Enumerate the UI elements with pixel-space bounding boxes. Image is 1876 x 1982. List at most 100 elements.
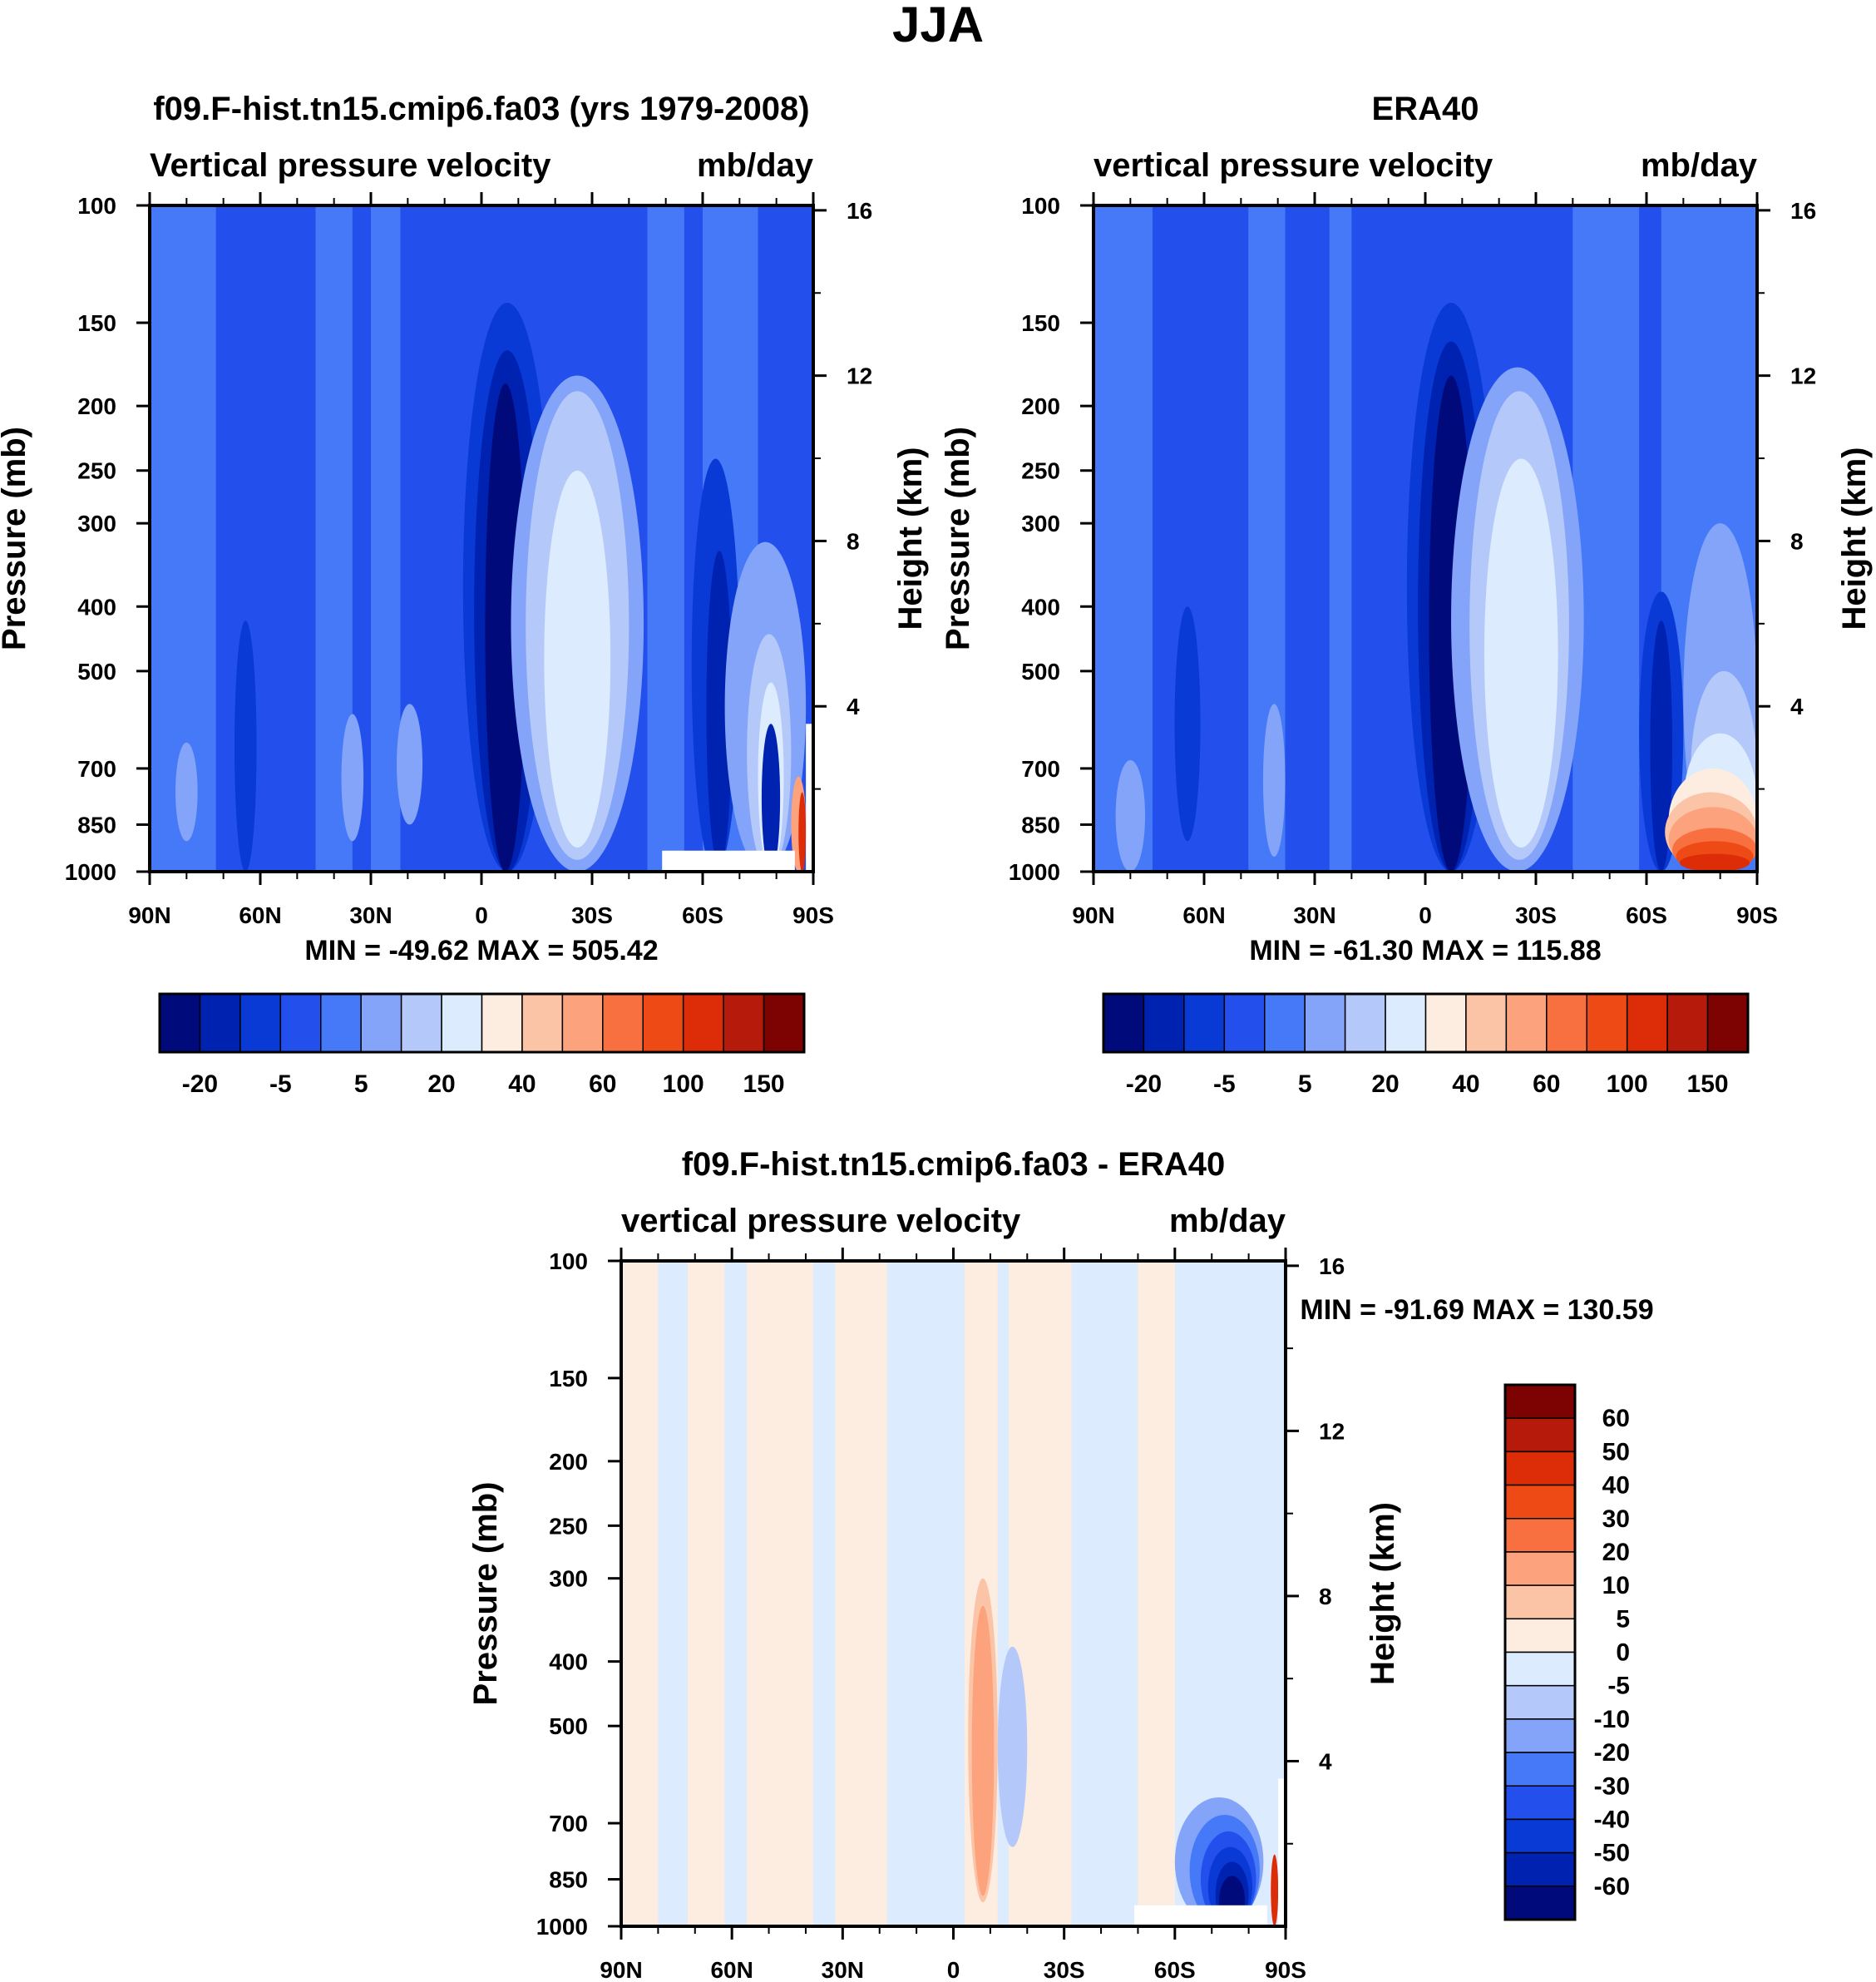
contour-region bbox=[234, 620, 257, 872]
contour-band bbox=[746, 1261, 813, 1926]
x-tick-label: 30S bbox=[571, 902, 613, 928]
contour-band bbox=[835, 1261, 887, 1926]
contour-region bbox=[1650, 620, 1673, 872]
colorbar-label: -5 bbox=[269, 1070, 292, 1098]
colorbar-label: 100 bbox=[663, 1070, 704, 1098]
colorbar-box bbox=[1504, 1818, 1576, 1854]
colorbar-label: 150 bbox=[743, 1070, 785, 1098]
colorbar-label: 20 bbox=[427, 1070, 455, 1098]
y-tick-label: 200 bbox=[549, 1449, 588, 1475]
y2-axis-label: Height (km) bbox=[892, 447, 929, 630]
colorbar-box bbox=[1666, 993, 1709, 1053]
x-tick-label: 90N bbox=[1072, 902, 1114, 928]
contour-region bbox=[341, 714, 364, 842]
y-tick-label: 250 bbox=[1021, 458, 1060, 484]
colorbar-label: 60 bbox=[1533, 1070, 1560, 1098]
colorbar-label: -60 bbox=[1594, 1873, 1630, 1900]
y2-axis-label: Height (km) bbox=[1365, 1502, 1401, 1685]
x-tick-label: 30S bbox=[1044, 1957, 1085, 1982]
colorbar-box bbox=[1504, 1851, 1576, 1887]
x-tick-label: 90N bbox=[128, 902, 170, 928]
contour-region bbox=[971, 1605, 995, 1896]
colorbar-box bbox=[360, 993, 402, 1053]
colorbar-box bbox=[521, 993, 564, 1053]
colorbar-box bbox=[682, 993, 724, 1053]
missing-data-mask bbox=[1134, 1905, 1267, 1926]
panel-left-label: vertical pressure velocity bbox=[621, 1203, 1021, 1239]
contour-region bbox=[1174, 606, 1201, 842]
contour-field bbox=[621, 1261, 1286, 1926]
y-tick-label: 250 bbox=[77, 458, 116, 484]
colorbar-frame bbox=[1503, 1383, 1577, 1921]
x-tick-label: 60S bbox=[682, 902, 723, 928]
colorbar-box bbox=[642, 993, 684, 1053]
colorbar-box bbox=[441, 993, 483, 1053]
colorbar-box bbox=[1504, 1584, 1576, 1620]
colorbar-box bbox=[1504, 1551, 1576, 1586]
contour-band bbox=[1329, 205, 1352, 872]
y-tick-label: 1000 bbox=[536, 1914, 588, 1940]
colorbar-label: 20 bbox=[1602, 1539, 1630, 1566]
colorbar: -20 -5 5 20 40 60 100 150 bbox=[1102, 992, 1750, 1098]
colorbar-box bbox=[239, 993, 282, 1053]
colorbar-label: 5 bbox=[354, 1070, 368, 1098]
y2-tick-label: 4 bbox=[1790, 694, 1804, 719]
y-tick-label: 100 bbox=[1021, 193, 1060, 219]
colorbar-label: -5 bbox=[1213, 1070, 1236, 1098]
colorbar-label: -5 bbox=[1607, 1673, 1630, 1700]
y-tick-label: 500 bbox=[77, 659, 116, 685]
colorbar-label: 100 bbox=[1607, 1070, 1648, 1098]
panel-left-label: vertical pressure velocity bbox=[1094, 147, 1493, 184]
panel-title: f09.F-hist.tn15.cmip6.fa03 (yrs 1979-200… bbox=[153, 91, 809, 127]
colorbar-label: 0 bbox=[1616, 1639, 1630, 1667]
x-tick-label: 60S bbox=[1154, 1957, 1196, 1982]
missing-data-mask bbox=[662, 850, 795, 872]
colorbar-box bbox=[1424, 993, 1467, 1053]
contour-band bbox=[1094, 205, 1153, 872]
x-tick-label: 90N bbox=[600, 1957, 642, 1982]
colorbar-box bbox=[1505, 993, 1548, 1053]
colorbar-label: 20 bbox=[1371, 1070, 1399, 1098]
panel-units-label: mb/day bbox=[1169, 1203, 1286, 1239]
colorbar-box bbox=[1504, 1451, 1576, 1486]
y-tick-label: 300 bbox=[77, 511, 116, 536]
y-tick-label: 100 bbox=[549, 1248, 588, 1274]
colorbar-box bbox=[1465, 993, 1508, 1053]
colorbar-label: -20 bbox=[1126, 1070, 1162, 1098]
contour-region bbox=[175, 742, 198, 842]
colorbar-frame bbox=[158, 992, 806, 1054]
y-tick-label: 400 bbox=[549, 1649, 588, 1675]
contour-band bbox=[621, 1261, 659, 1926]
colorbar-label: 5 bbox=[1298, 1070, 1312, 1098]
colorbar-box bbox=[1504, 1651, 1576, 1687]
contour-region bbox=[798, 792, 807, 872]
colorbar-box bbox=[1143, 993, 1185, 1053]
contour-region bbox=[485, 383, 526, 872]
colorbar-label: 40 bbox=[1452, 1070, 1479, 1098]
colorbar-box bbox=[723, 993, 765, 1053]
y2-tick-label: 8 bbox=[847, 528, 860, 554]
colorbar-box bbox=[1504, 1417, 1576, 1453]
x-tick-label: 0 bbox=[475, 902, 488, 928]
contour-band bbox=[371, 205, 401, 872]
colorbar-box bbox=[1385, 993, 1427, 1053]
colorbar-box bbox=[159, 993, 201, 1053]
colorbar-box bbox=[1504, 1618, 1576, 1653]
contour-region bbox=[1262, 704, 1286, 858]
y2-tick-label: 8 bbox=[1790, 528, 1804, 554]
colorbar-label: 60 bbox=[589, 1070, 616, 1098]
y-tick-label: 400 bbox=[1021, 594, 1060, 620]
x-tick-label: 30N bbox=[822, 1957, 864, 1982]
x-tick-label: 90S bbox=[1736, 902, 1778, 928]
x-tick-label: 30N bbox=[1293, 902, 1335, 928]
stats-label: MIN = -61.30 MAX = 115.88 bbox=[1249, 935, 1601, 966]
x-tick-label: 60N bbox=[239, 902, 281, 928]
colorbar-box bbox=[1344, 993, 1386, 1053]
contour-region bbox=[1115, 759, 1146, 872]
y2-axis-label: Height (km) bbox=[1836, 447, 1873, 630]
colorbar-label: 40 bbox=[1602, 1472, 1630, 1500]
contour-band bbox=[647, 205, 684, 872]
y-tick-label: 200 bbox=[77, 393, 116, 419]
